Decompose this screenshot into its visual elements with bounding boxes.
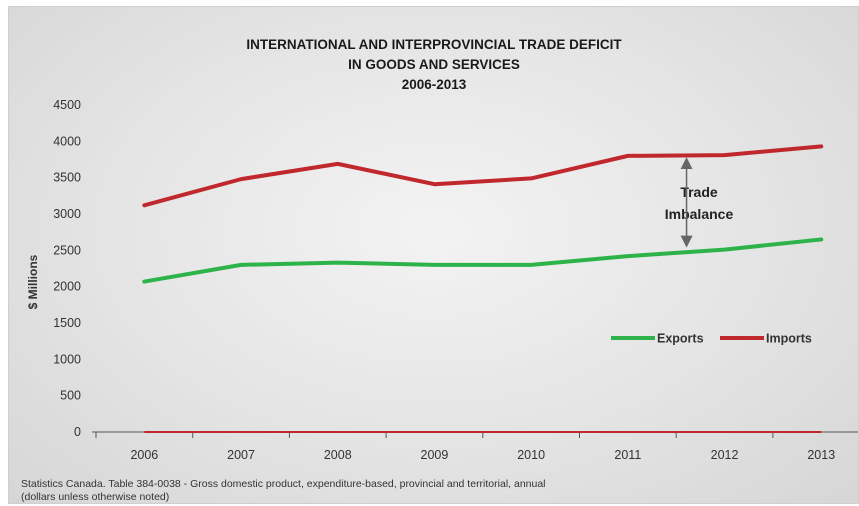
y-tick-label: 4000 [53,134,81,148]
x-tick-label: 2010 [517,448,545,462]
chart-title-line-2: IN GOODS AND SERVICES [348,57,520,72]
y-tick-label: 1000 [53,352,81,366]
x-axis: 2006 2007 2008 2009 2010 2011 2012 2013 [92,431,858,462]
x-tick-label: 2007 [227,448,255,462]
y-axis-label: $ Millions [26,254,40,309]
y-tick-label: 0 [74,425,81,439]
legend-label-exports: Exports [657,332,704,346]
annotation-line-2: Imbalance [665,206,734,222]
chart-title: INTERNATIONAL AND INTERPROVINCIAL TRADE … [246,37,622,92]
series-line-imports [142,144,824,208]
source-line-1: Statistics Canada. Table 384-0038 - Gros… [21,478,546,490]
x-tick-label: 2012 [711,448,739,462]
y-axis: 0 500 1000 1500 2000 2500 3000 3500 4000 4500 [53,98,81,439]
y-tick-label: 500 [60,389,81,403]
chart-area: INTERNATIONAL AND INTERPROVINCIAL TRADE … [8,6,859,504]
y-tick-label: 3500 [53,171,81,185]
x-tick-label: 2009 [421,448,449,462]
x-tick-label: 2008 [324,448,352,462]
source-line-2: (dollars unless otherwise noted) [21,491,170,503]
chart-title-line-3: 2006-2013 [402,77,467,92]
y-tick-label: 2500 [53,243,81,257]
x-tick-label: 2013 [807,448,835,462]
line-chart: INTERNATIONAL AND INTERPROVINCIAL TRADE … [26,37,858,462]
series-layer [142,144,824,433]
legend-label-imports: Imports [766,332,812,346]
chart-title-line-1: INTERNATIONAL AND INTERPROVINCIAL TRADE … [246,37,622,52]
y-tick-label: 1500 [53,316,81,330]
series-line-exports [142,237,824,284]
legend: Exports Imports [611,332,812,346]
x-tick-label: 2006 [130,448,158,462]
y-tick-label: 2000 [53,280,81,294]
y-tick-label: 3000 [53,207,81,221]
trade-imbalance-annotation: Trade Imbalance [665,157,734,248]
y-tick-label: 4500 [53,98,81,112]
x-tick-label: 2011 [614,448,641,462]
source-note: Statistics Canada. Table 384-0038 - Gros… [21,478,821,504]
